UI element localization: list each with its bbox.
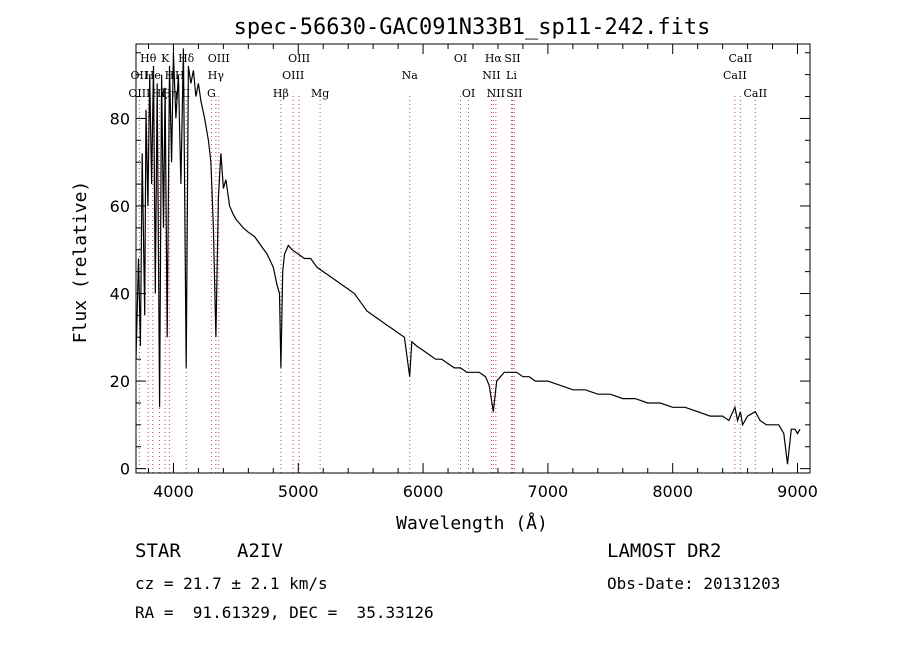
line-markers bbox=[138, 96, 756, 473]
observation-date: Obs-Date: 20131203 bbox=[607, 574, 781, 593]
y-axis-label: Flux (relative) bbox=[70, 181, 91, 344]
line-annotation: OIII bbox=[282, 69, 304, 82]
y-tick-label: 40 bbox=[110, 285, 130, 304]
line-annotation: Hα bbox=[485, 52, 503, 65]
x-tick-label: 7000 bbox=[528, 482, 569, 501]
y-tick-label: 20 bbox=[110, 372, 130, 391]
line-annotation: CaII bbox=[743, 87, 767, 100]
spectrum-line bbox=[135, 48, 801, 465]
line-annotation: SII bbox=[504, 52, 520, 65]
x-tick-label: 9000 bbox=[777, 482, 818, 501]
line-annotation: OI bbox=[462, 87, 475, 100]
line-annotation: Na bbox=[402, 69, 419, 82]
line-annotation: G bbox=[207, 87, 216, 100]
line-annotation: Hγ bbox=[208, 69, 225, 82]
line-annotation: OIII bbox=[128, 87, 150, 100]
x-tick-label: 6000 bbox=[403, 482, 444, 501]
line-annotation: OIII bbox=[288, 52, 310, 65]
line-annotation: CaII bbox=[723, 69, 747, 82]
y-tick-label: 0 bbox=[120, 460, 130, 479]
line-annotation: OII bbox=[131, 69, 149, 82]
line-annotation: K bbox=[161, 52, 170, 65]
line-annotation: NII bbox=[482, 69, 500, 82]
line-annotation: OI bbox=[454, 52, 467, 65]
line-annotation: Hβ bbox=[273, 87, 289, 100]
object-subclass: A2IV bbox=[237, 540, 283, 562]
redshift-velocity: cz = 21.7 ± 2.1 km/s bbox=[135, 574, 328, 593]
object-class: STAR bbox=[135, 540, 181, 562]
x-axis-label: Wavelength (Å) bbox=[396, 512, 548, 534]
survey-name: LAMOST DR2 bbox=[607, 540, 722, 562]
axis-ticks: 4000 5000 6000 7000 8000 9000 0 20 40 60 80 bbox=[110, 44, 818, 501]
chart-title: spec-56630-GAC091N33B1_sp11-242.fits bbox=[234, 15, 711, 40]
line-annotation: H bbox=[175, 69, 185, 82]
y-tick-label: 60 bbox=[110, 197, 130, 216]
x-tick-label: 5000 bbox=[278, 482, 319, 501]
line-annotation: Hθ bbox=[140, 52, 157, 65]
line-annotation: Mg bbox=[311, 87, 329, 100]
y-tick-label: 80 bbox=[110, 109, 130, 128]
x-tick-label: 4000 bbox=[153, 482, 194, 501]
line-annotation: Li bbox=[506, 69, 517, 82]
plot-frame bbox=[135, 43, 811, 474]
ra-dec-coordinates: RA = 91.61329, DEC = 35.33126 bbox=[135, 603, 434, 622]
line-annotation: Hζ bbox=[152, 87, 168, 100]
line-annotation: OIII bbox=[208, 52, 230, 65]
line-annotation: Hδ bbox=[178, 52, 195, 65]
line-annotation: II bbox=[182, 87, 191, 100]
line-annotation: CaII bbox=[729, 52, 753, 65]
line-annotation: NII bbox=[487, 87, 505, 100]
line-annotation: SII bbox=[506, 87, 522, 100]
x-tick-label: 8000 bbox=[652, 482, 693, 501]
